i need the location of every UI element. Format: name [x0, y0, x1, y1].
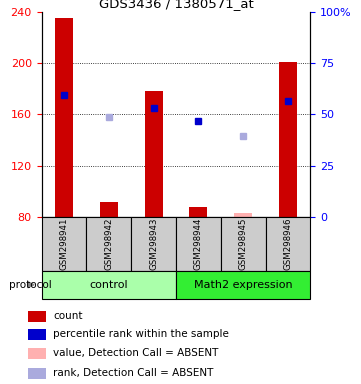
- Bar: [42, 217, 86, 271]
- Text: Math2 expression: Math2 expression: [194, 280, 292, 290]
- Bar: [234, 213, 252, 217]
- Text: control: control: [90, 280, 128, 290]
- Bar: [100, 202, 118, 217]
- Bar: [190, 207, 207, 217]
- Text: GSM298941: GSM298941: [60, 218, 69, 270]
- Bar: [221, 217, 266, 271]
- Bar: [131, 217, 176, 271]
- Bar: [28, 311, 46, 322]
- Bar: [279, 61, 297, 217]
- Bar: [28, 368, 46, 379]
- Text: value, Detection Call = ABSENT: value, Detection Call = ABSENT: [53, 348, 218, 358]
- Text: GSM298943: GSM298943: [149, 218, 158, 270]
- Text: count: count: [53, 311, 82, 321]
- Bar: [86, 217, 131, 271]
- Bar: [266, 217, 310, 271]
- Text: GSM298945: GSM298945: [239, 218, 248, 270]
- Text: percentile rank within the sample: percentile rank within the sample: [53, 329, 229, 339]
- Bar: [42, 271, 176, 299]
- Text: GSM298942: GSM298942: [104, 218, 113, 270]
- Bar: [28, 329, 46, 340]
- Bar: [145, 91, 162, 217]
- Bar: [55, 18, 73, 217]
- Text: rank, Detection Call = ABSENT: rank, Detection Call = ABSENT: [53, 368, 213, 378]
- Bar: [176, 271, 310, 299]
- Title: GDS3436 / 1380571_at: GDS3436 / 1380571_at: [99, 0, 253, 10]
- Text: GSM298946: GSM298946: [283, 218, 292, 270]
- Bar: [28, 348, 46, 359]
- Bar: [176, 217, 221, 271]
- Text: protocol: protocol: [9, 280, 52, 290]
- Text: GSM298944: GSM298944: [194, 218, 203, 270]
